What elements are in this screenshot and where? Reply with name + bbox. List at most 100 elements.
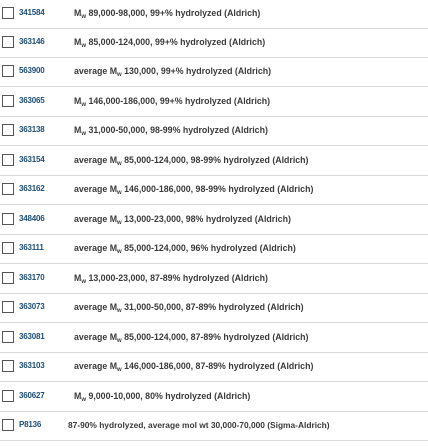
select-checkbox[interactable] xyxy=(2,419,14,431)
product-number[interactable]: 363073 xyxy=(19,302,45,311)
product-number[interactable]: 363081 xyxy=(19,332,45,341)
description-subscript: w xyxy=(81,14,86,20)
product-number[interactable]: 363103 xyxy=(19,361,45,370)
product-number[interactable]: 363154 xyxy=(19,155,45,164)
product-number[interactable]: 348406 xyxy=(19,214,45,223)
description-prefix: 87-90% hydrolyzed, average mol wt 30,000… xyxy=(68,420,330,430)
product-number[interactable]: 363065 xyxy=(19,96,45,105)
description-suffix: 130,000, 99+% hydrolyzed (Aldrich) xyxy=(121,66,272,76)
product-description: Mw 9,000-10,000, 80% hydrolyzed (Aldrich… xyxy=(74,390,251,403)
product-description: average Mw 130,000, 99+% hydrolyzed (Ald… xyxy=(74,65,272,78)
description-subscript: w xyxy=(117,338,122,344)
description-subscript: w xyxy=(117,161,122,167)
product-row: 563900 average Mw 130,000, 99+% hydrolyz… xyxy=(0,58,428,87)
description-subscript: w xyxy=(117,190,122,196)
product-number[interactable]: 363138 xyxy=(19,125,45,134)
select-checkbox[interactable] xyxy=(2,36,14,48)
description-prefix: M xyxy=(74,125,82,135)
product-number[interactable]: 363146 xyxy=(19,37,45,46)
select-checkbox[interactable] xyxy=(2,301,14,313)
select-checkbox[interactable] xyxy=(2,272,14,284)
product-description: average Mw 85,000-124,000, 98-99% hydrol… xyxy=(74,154,309,167)
product-row: 348406 average Mw 13,000-23,000, 98% hyd… xyxy=(0,206,428,235)
description-prefix: M xyxy=(74,8,82,18)
product-row: 363103 average Mw 146,000-186,000, 87-89… xyxy=(0,353,428,382)
description-prefix: average M xyxy=(74,66,118,76)
product-description: average Mw 85,000-124,000, 96% hydrolyze… xyxy=(74,242,296,255)
description-suffix: 85,000-124,000, 99+% hydrolyzed (Aldrich… xyxy=(86,37,266,47)
product-description: average Mw 31,000-50,000, 87-89% hydroly… xyxy=(74,301,304,314)
product-row: 363073 average Mw 31,000-50,000, 87-89% … xyxy=(0,294,428,323)
product-description: average Mw 146,000-186,000, 98-99% hydro… xyxy=(74,183,313,196)
product-number[interactable]: 363162 xyxy=(19,184,45,193)
product-number[interactable]: 363170 xyxy=(19,273,45,282)
description-prefix: average M xyxy=(74,184,118,194)
product-row: 363138 Mw 31,000-50,000, 98-99% hydrolyz… xyxy=(0,117,428,146)
product-row: 363146 Mw 85,000-124,000, 99+% hydrolyze… xyxy=(0,29,428,58)
product-number[interactable]: 341584 xyxy=(19,8,45,17)
description-subscript: w xyxy=(81,131,86,137)
product-row: 363154 average Mw 85,000-124,000, 98-99%… xyxy=(0,147,428,176)
product-description: 87-90% hydrolyzed, average mol wt 30,000… xyxy=(68,419,330,431)
product-row: 363111 average Mw 85,000-124,000, 96% hy… xyxy=(0,235,428,264)
description-subscript: w xyxy=(81,279,86,285)
select-checkbox[interactable] xyxy=(2,7,14,19)
description-subscript: w xyxy=(117,220,122,226)
description-subscript: w xyxy=(81,102,86,108)
product-description: Mw 31,000-50,000, 98-99% hydrolyzed (Ald… xyxy=(74,124,268,137)
product-row: P8136 87-90% hydrolyzed, average mol wt … xyxy=(0,412,428,441)
product-row: 363170 Mw 13,000-23,000, 87-89% hydrolyz… xyxy=(0,265,428,294)
description-suffix: 13,000-23,000, 98% hydrolyzed (Aldrich) xyxy=(121,214,291,224)
product-number[interactable]: 360627 xyxy=(19,391,45,400)
select-checkbox[interactable] xyxy=(2,183,14,195)
description-suffix: 146,000-186,000, 99+% hydrolyzed (Aldric… xyxy=(86,96,271,106)
description-prefix: M xyxy=(74,273,82,283)
description-suffix: 85,000-124,000, 87-89% hydrolyzed (Aldri… xyxy=(121,332,309,342)
select-checkbox[interactable] xyxy=(2,213,14,225)
description-suffix: 85,000-124,000, 96% hydrolyzed (Aldrich) xyxy=(121,243,296,253)
product-description: average Mw 85,000-124,000, 87-89% hydrol… xyxy=(74,331,309,344)
description-prefix: average M xyxy=(74,332,118,342)
description-suffix: 31,000-50,000, 87-89% hydrolyzed (Aldric… xyxy=(121,302,304,312)
product-description: average Mw 13,000-23,000, 98% hydrolyzed… xyxy=(74,213,291,226)
select-checkbox[interactable] xyxy=(2,95,14,107)
product-row: 363162 average Mw 146,000-186,000, 98-99… xyxy=(0,176,428,205)
product-description: Mw 85,000-124,000, 99+% hydrolyzed (Aldr… xyxy=(74,36,266,49)
product-number[interactable]: P8136 xyxy=(19,420,42,429)
product-description: Mw 146,000-186,000, 99+% hydrolyzed (Ald… xyxy=(74,95,271,108)
description-prefix: average M xyxy=(74,214,118,224)
description-prefix: average M xyxy=(74,361,118,371)
description-prefix: M xyxy=(74,37,82,47)
product-number[interactable]: 363111 xyxy=(19,243,44,252)
description-prefix: average M xyxy=(74,155,118,165)
description-suffix: 31,000-50,000, 98-99% hydrolyzed (Aldric… xyxy=(86,125,268,135)
product-row: 360627 Mw 9,000-10,000, 80% hydrolyzed (… xyxy=(0,383,428,412)
product-description: Mw 13,000-23,000, 87-89% hydrolyzed (Ald… xyxy=(74,272,268,285)
description-subscript: w xyxy=(117,308,122,314)
description-prefix: M xyxy=(74,391,82,401)
description-suffix: 9,000-10,000, 80% hydrolyzed (Aldrich) xyxy=(86,391,251,401)
select-checkbox[interactable] xyxy=(2,124,14,136)
description-suffix: 85,000-124,000, 98-99% hydrolyzed (Aldri… xyxy=(121,155,309,165)
description-suffix: 89,000-98,000, 99+% hydrolyzed (Aldrich) xyxy=(86,8,261,18)
description-subscript: w xyxy=(117,367,122,373)
description-prefix: average M xyxy=(74,302,118,312)
product-number[interactable]: 563900 xyxy=(19,66,45,75)
product-row: 363081 average Mw 85,000-124,000, 87-89%… xyxy=(0,324,428,353)
description-suffix: 13,000-23,000, 87-89% hydrolyzed (Aldric… xyxy=(86,273,268,283)
select-checkbox[interactable] xyxy=(2,65,14,77)
description-subscript: w xyxy=(117,72,122,78)
product-description: average Mw 146,000-186,000, 87-89% hydro… xyxy=(74,360,314,373)
product-description: Mw 89,000-98,000, 99+% hydrolyzed (Aldri… xyxy=(74,7,261,20)
select-checkbox[interactable] xyxy=(2,154,14,166)
description-subscript: w xyxy=(81,43,86,49)
description-suffix: 146,000-186,000, 87-89% hydrolyzed (Aldr… xyxy=(121,361,314,371)
description-subscript: w xyxy=(117,249,122,255)
select-checkbox[interactable] xyxy=(2,390,14,402)
select-checkbox[interactable] xyxy=(2,360,14,372)
select-checkbox[interactable] xyxy=(2,331,14,343)
select-checkbox[interactable] xyxy=(2,242,14,254)
description-prefix: M xyxy=(74,96,82,106)
description-subscript: w xyxy=(81,397,86,403)
product-row: 341584 Mw 89,000-98,000, 99+% hydrolyzed… xyxy=(0,0,428,29)
